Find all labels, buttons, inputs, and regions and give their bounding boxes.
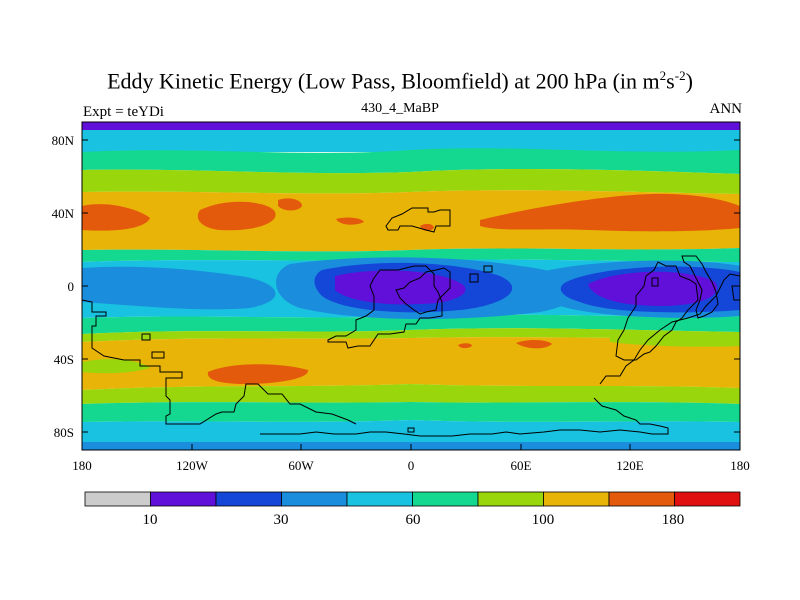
y-label-80n: 80N bbox=[52, 133, 75, 148]
colorbar-box-6 bbox=[477, 491, 544, 507]
plot-title: Eddy Kinetic Energy (Low Pass, Bloomfiel… bbox=[107, 68, 693, 94]
blob-north-orange-dot bbox=[336, 217, 364, 225]
colorbar-box-8 bbox=[608, 491, 675, 507]
colorbar-box-5 bbox=[412, 491, 479, 507]
y-label-80s: 80S bbox=[54, 425, 74, 440]
band-south-yellowgreen bbox=[82, 328, 740, 342]
blob-north-orange-pac bbox=[480, 193, 740, 232]
colorbar-label-30: 30 bbox=[274, 512, 289, 528]
coastlines bbox=[81, 207, 741, 437]
band-north-cyan bbox=[82, 130, 740, 152]
blob-north-orange-atl bbox=[82, 204, 150, 231]
colorbar-box-9 bbox=[674, 491, 741, 507]
colorbar-label-60: 60 bbox=[406, 512, 421, 528]
blob-tropic-midblue-west bbox=[82, 266, 276, 310]
blob-north-orange-w bbox=[197, 201, 276, 231]
x-label-60w: 60W bbox=[288, 458, 314, 473]
colorbar-box-7 bbox=[543, 491, 610, 507]
season-label: ANN bbox=[709, 101, 743, 117]
experiment-label: Expt = teYDi bbox=[83, 104, 164, 120]
x-label-120e: 120E bbox=[616, 458, 644, 473]
y-label-0: 0 bbox=[68, 279, 75, 294]
colorbar: 10 30 60 100 180 bbox=[84, 491, 741, 528]
blob-south-yellowgreen-w bbox=[82, 359, 150, 374]
y-label-40s: 40S bbox=[54, 352, 74, 367]
band-tropics-green bbox=[82, 248, 740, 262]
coast-north-continent bbox=[385, 207, 451, 233]
coast-south-america bbox=[327, 265, 443, 349]
x-axis bbox=[81, 444, 741, 450]
band-south-yellow bbox=[82, 337, 740, 390]
band-south-cyan bbox=[82, 420, 740, 442]
colorbar-label-180: 180 bbox=[662, 512, 685, 528]
coast-small-island-5 bbox=[651, 277, 659, 287]
coast-africa bbox=[395, 267, 451, 315]
band-north-green bbox=[82, 148, 740, 174]
colorbar-box-1 bbox=[150, 491, 217, 507]
blob-north-orange-small bbox=[278, 198, 302, 211]
x-label-180w: 180 bbox=[72, 458, 92, 473]
y-axis bbox=[82, 139, 740, 433]
coast-small-island-3 bbox=[469, 273, 479, 283]
x-label-0: 0 bbox=[408, 458, 415, 473]
coast-small-island-2 bbox=[151, 351, 165, 359]
blob-tropic-violet-atl bbox=[335, 270, 466, 305]
colorbar-label-10: 10 bbox=[143, 512, 158, 528]
band-north-yellowgreen bbox=[82, 168, 740, 194]
blob-south-yellowgreen-e bbox=[610, 332, 740, 347]
colorbar-label-100: 100 bbox=[532, 512, 555, 528]
blob-south-orange-pac bbox=[207, 364, 309, 384]
tropical-minima bbox=[82, 257, 740, 320]
y-tick-labels: 80N 40N 0 40S 80S bbox=[52, 133, 75, 440]
coast-east-continent bbox=[260, 397, 669, 437]
colorbar-box-4 bbox=[346, 491, 413, 507]
colorbar-box-0 bbox=[84, 491, 151, 507]
x-label-180e: 180 bbox=[730, 458, 750, 473]
colorbar-box-3 bbox=[281, 491, 348, 507]
blob-south-orange-ind bbox=[516, 340, 552, 349]
coast-asia-australia bbox=[599, 273, 741, 385]
band-polar-n bbox=[82, 122, 740, 130]
colorbar-boxes bbox=[84, 491, 741, 507]
coast-asia-north bbox=[615, 261, 699, 361]
plot-subtitle: 430_4_MaBP bbox=[361, 101, 439, 116]
band-south-green-2 bbox=[82, 402, 740, 422]
storm-track-maxima bbox=[82, 193, 740, 384]
coast-north-america bbox=[81, 299, 357, 425]
colorbar-box-2 bbox=[215, 491, 282, 507]
coast-small-island-1 bbox=[141, 333, 151, 341]
band-south-yellowgreen-2 bbox=[82, 384, 740, 404]
x-tick-labels: 180 120W 60W 0 60E 120E 180 bbox=[72, 458, 750, 473]
y-label-40n: 40N bbox=[52, 206, 75, 221]
coast-small-island-7 bbox=[407, 427, 415, 433]
colorbar-labels: 10 30 60 100 180 bbox=[143, 512, 685, 528]
x-label-120w: 120W bbox=[176, 458, 209, 473]
blob-tropic-violet-pac bbox=[588, 271, 718, 306]
x-label-60e: 60E bbox=[511, 458, 532, 473]
coast-pacific-islands bbox=[681, 255, 719, 319]
coast-small-island-4 bbox=[483, 265, 493, 273]
blob-south-orange-dot bbox=[458, 343, 472, 349]
